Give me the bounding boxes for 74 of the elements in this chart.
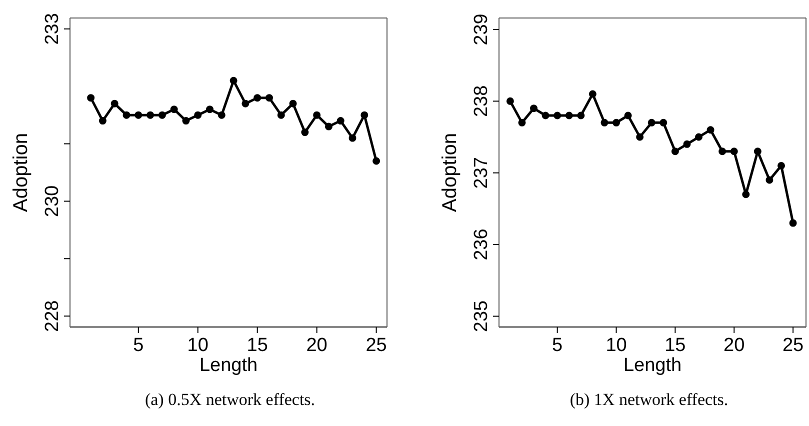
point (110, 100, 118, 108)
x-tick-label: 20 (724, 335, 745, 356)
x-tick-label: 10 (606, 335, 627, 356)
point (122, 111, 130, 119)
point (301, 128, 309, 136)
point (600, 118, 608, 126)
y-tick-label: 233 (42, 13, 63, 45)
point (98, 117, 106, 125)
point (206, 106, 214, 114)
point (542, 112, 550, 120)
point (683, 140, 691, 148)
y-tick-label: 235 (471, 300, 492, 332)
point (671, 148, 679, 156)
point (612, 118, 620, 126)
point (730, 148, 738, 156)
y-tick-label: 237 (471, 157, 492, 189)
point (277, 111, 285, 119)
point (265, 94, 273, 102)
x-tick-label: 20 (306, 335, 328, 356)
point (695, 133, 703, 141)
point (336, 117, 344, 125)
text: (a) 0.5X network effects. (144, 390, 316, 410)
x-tick-label: 5 (552, 335, 563, 356)
point (706, 126, 714, 134)
point (348, 134, 356, 142)
point (506, 97, 514, 105)
y-tick-label: 236 (471, 228, 492, 260)
y-tick-label: 239 (471, 14, 492, 46)
point (789, 219, 797, 227)
y-axis-title: Adoption (10, 133, 32, 212)
point (170, 106, 178, 114)
y-axis-title: Adoption (439, 133, 462, 212)
point (230, 76, 238, 84)
point (648, 118, 656, 126)
x-tick-label: 5 (133, 335, 144, 356)
x-tick-label: 15 (246, 335, 268, 356)
point (218, 111, 226, 119)
point (313, 111, 321, 119)
point (577, 112, 585, 120)
point (158, 111, 166, 119)
point (554, 112, 562, 120)
point (254, 94, 262, 102)
point (324, 122, 332, 130)
point (87, 94, 95, 102)
point (742, 190, 750, 198)
point (242, 100, 250, 108)
point (194, 111, 202, 119)
x-tick-label: 15 (664, 335, 686, 356)
point (754, 148, 762, 156)
point (624, 112, 632, 120)
x-tick-label: 10 (187, 335, 208, 356)
point (289, 100, 297, 108)
x-axis-title: Length (199, 355, 258, 376)
y-tick-label: 228 (42, 300, 63, 332)
point (660, 118, 668, 126)
point (588, 90, 596, 98)
x-tick-label: 25 (366, 335, 387, 356)
y-tick-label: 230 (42, 185, 63, 218)
text: (b) 1X network effects. (568, 390, 730, 410)
point (182, 117, 190, 125)
y-tick-label: 238 (471, 85, 492, 118)
point (718, 148, 726, 156)
point (146, 111, 154, 119)
point (372, 157, 380, 165)
point (778, 162, 785, 170)
point (134, 111, 142, 119)
point (565, 112, 573, 120)
x-tick-label: 25 (782, 335, 804, 356)
point (360, 111, 368, 119)
point (636, 133, 644, 141)
point (530, 104, 538, 112)
x-axis-title: Length (623, 355, 682, 376)
point (766, 176, 774, 184)
point (518, 118, 526, 126)
